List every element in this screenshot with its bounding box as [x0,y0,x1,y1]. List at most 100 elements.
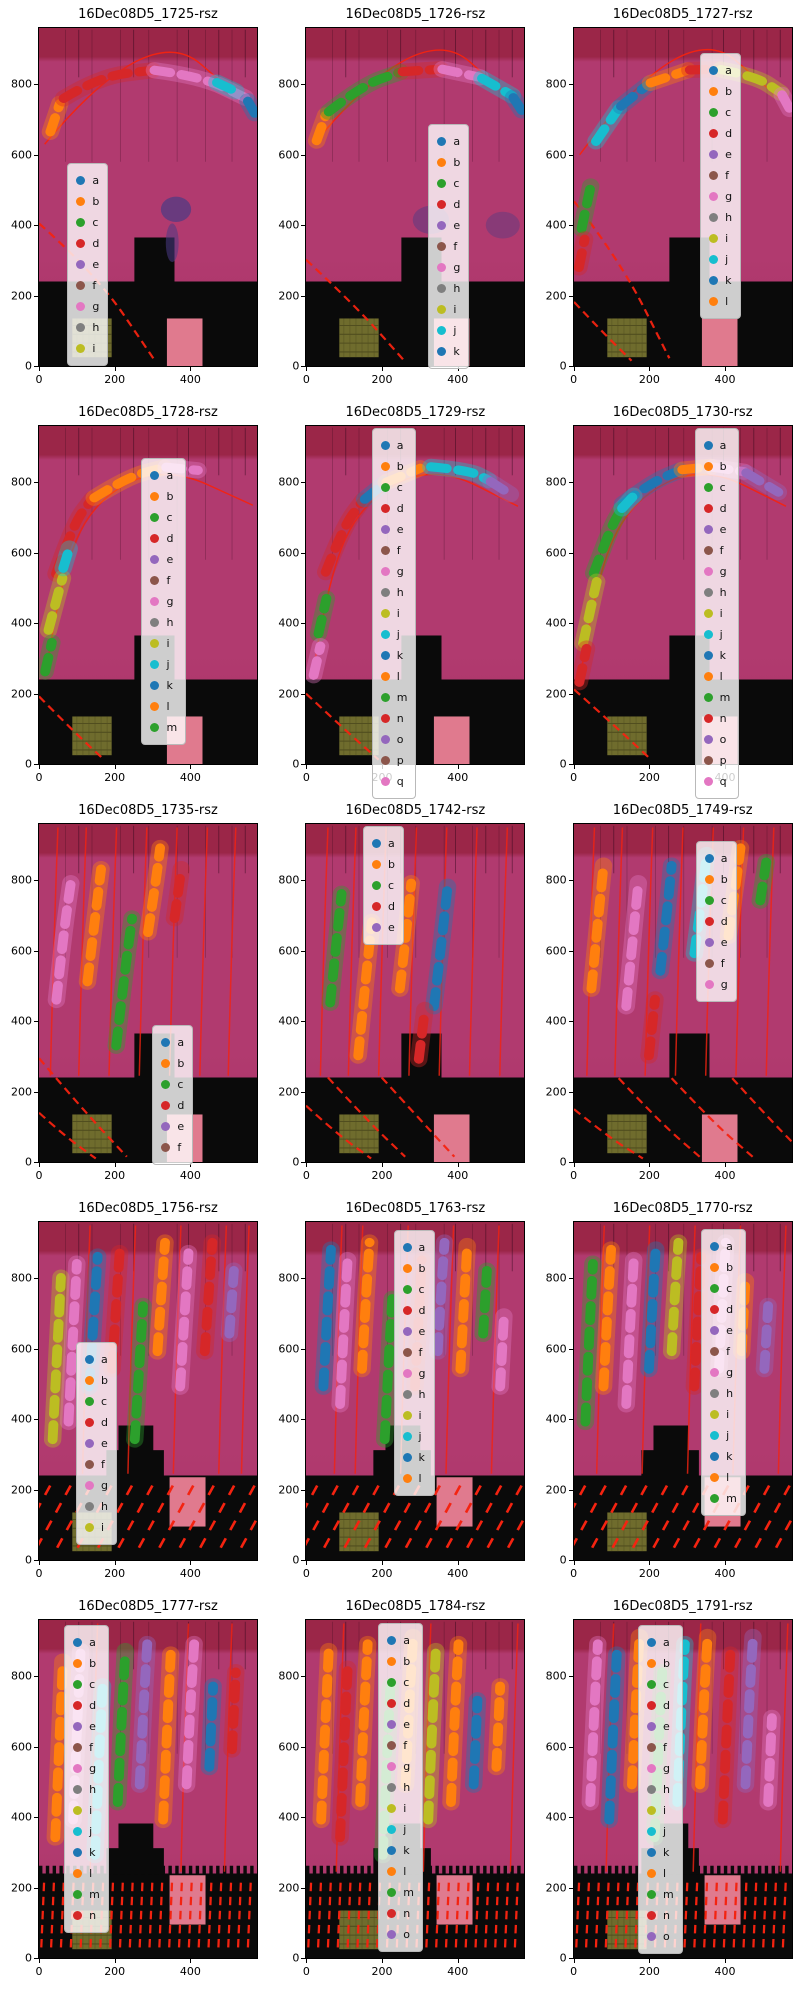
black-tooth [319,1865,324,1875]
y-tick [568,880,574,882]
legend-label: p [396,753,404,767]
y-tick [34,1021,39,1023]
legend-marker [709,192,719,202]
legend-marker [646,1701,656,1711]
legend-label: j [662,1825,667,1839]
legend-marker [150,723,160,733]
black-tooth [469,1865,474,1875]
legend-label: a [89,1636,96,1650]
legend-label: g [89,1762,97,1776]
legend-label: k [725,274,732,288]
legend-marker [73,1659,83,1669]
legend-marker [380,755,390,765]
x-tick [382,1958,384,1963]
plot-image [306,824,525,1162]
black-tooth [435,1865,440,1875]
black-tooth [689,1865,693,1875]
plot-area: a b c d e f g h i j k l m n 0 200 400 600 800 0 200 400 [11,1619,258,1978]
black-tooth [236,1865,240,1875]
legend-label: m [662,1888,674,1902]
legend-label: g [720,977,728,991]
legend-item: i [73,1800,100,1821]
legend-label: e [725,148,732,162]
legend-label: c [89,1678,96,1692]
legend-label: p [719,753,727,767]
legend-marker [150,534,160,544]
legend-item: k [402,1447,426,1468]
legend-label: d [453,198,461,212]
legend-label: m [719,690,731,704]
legend-label: l [725,295,729,309]
track-chain [227,1667,241,1755]
legend-item: m [73,1884,100,1905]
y-tick-label: 200 [545,1881,567,1895]
y-tick [568,366,574,367]
legend-marker [150,639,160,649]
subplot-3: 16Dec08D5_1727-rsz a b c d e f g h i j k l 0 200 400 600… [535,0,802,398]
track-chain [395,878,417,994]
legend-marker [161,1059,171,1069]
x-tick-label: 0 [570,1169,578,1182]
legend-label: b [92,195,100,209]
legend-item: n [703,708,731,729]
legend-item: f [703,540,731,561]
legend-label: l [719,669,723,683]
legend-label: j [418,1430,422,1444]
legend-label: e [403,1718,411,1732]
legend-item: f [73,1737,100,1758]
plot-area: a b c d e f 0 200 400 600 800 0 200 400 [11,823,258,1182]
red-dashed-curve [39,695,105,761]
red-thread [422,1623,432,1872]
black-tooth [428,1865,433,1875]
track-chain [469,1695,483,1790]
red-hatch [435,1876,441,1948]
red-thread [333,1225,344,1474]
legend-item: k [646,1842,674,1863]
black-tooth [784,1865,789,1875]
legend-label: c [725,106,732,120]
track-chain [426,462,494,485]
legend-item: k [703,645,731,666]
y-tick-label: 0 [292,359,300,373]
red-dashed-curve [306,1104,373,1160]
y-tick-label: 800 [278,77,300,91]
legend-item: e [150,549,177,570]
track-chain [577,577,602,649]
x-tick [725,1162,727,1167]
legend-marker [709,66,719,76]
legend-label: i [101,1520,105,1534]
legend-label: g [166,595,174,609]
legend-item: e [73,1716,100,1737]
y-tick-label: 200 [278,1085,300,1099]
legend-item: d [709,123,732,144]
y-tick [301,482,307,484]
legend-label: k [89,1846,96,1860]
y-tick [301,1021,307,1023]
legend-marker [703,461,713,471]
legend-label: j [719,627,723,641]
legend-marker [710,1472,720,1482]
legend-marker [150,555,160,565]
y-tick-label: 800 [545,1669,567,1683]
legend-item: d [704,911,728,932]
legend-label: j [396,627,400,641]
legend-marker [646,1890,656,1900]
legend-marker [710,1262,720,1272]
track-chain [573,234,590,272]
legend-marker [387,1867,397,1877]
legend-label: l [89,1867,93,1881]
legend-marker [387,1720,397,1730]
track-chain [477,73,518,101]
legend-label: i [166,637,170,651]
legend-label: h [662,1783,670,1797]
legend-item: g [437,257,460,278]
legend-item: d [437,194,460,215]
black-tooth [154,1865,159,1875]
legend-item: b [646,1653,674,1674]
legend-item: e [402,1321,426,1342]
legend-item: j [646,1821,674,1842]
track-chain [776,90,792,114]
track-chain [380,1294,398,1445]
legend-item: g [150,591,177,612]
legend-marker [85,1417,95,1427]
